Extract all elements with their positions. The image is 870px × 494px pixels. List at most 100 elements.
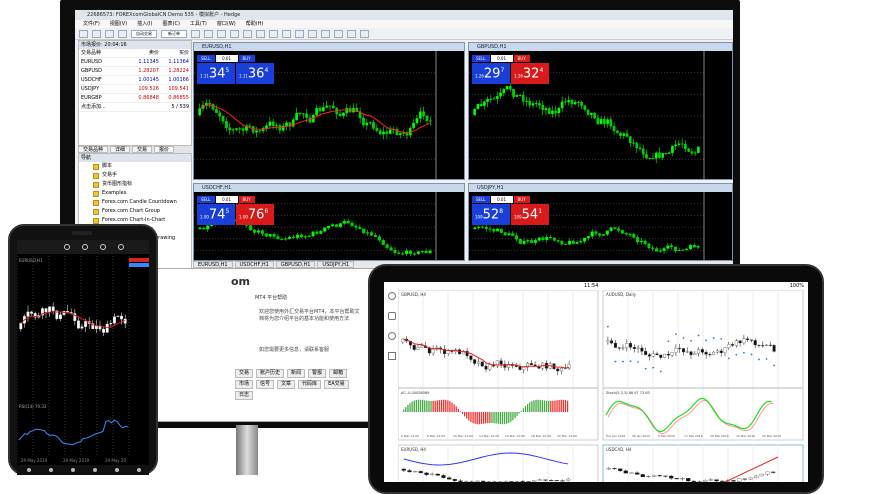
chart-shift-icon[interactable] bbox=[282, 30, 291, 38]
sell-button[interactable]: SELL bbox=[197, 196, 215, 203]
autotrade-button[interactable]: 自动交易 bbox=[131, 30, 157, 38]
navigator-item[interactable]: 脚本 bbox=[79, 162, 191, 171]
navigator-item[interactable]: Forex.com Chart Group bbox=[79, 207, 191, 216]
cursor-icon[interactable] bbox=[308, 30, 317, 38]
navigator-icon[interactable] bbox=[105, 30, 114, 38]
chat-icon[interactable] bbox=[388, 332, 396, 340]
zoom-in-icon[interactable] bbox=[230, 30, 239, 38]
history-icon[interactable] bbox=[388, 352, 396, 360]
chart-tab[interactable]: EURUSD,H1 bbox=[193, 261, 233, 268]
menu-item[interactable]: 插入(I) bbox=[137, 20, 152, 28]
ask-price[interactable]: 109541 bbox=[511, 204, 549, 225]
vertical-line-icon[interactable] bbox=[334, 30, 343, 38]
terminal-tab[interactable]: 账户历史 bbox=[256, 369, 284, 378]
tab[interactable]: 交易品种 bbox=[78, 146, 108, 153]
ask-price[interactable]: 1.11364 bbox=[236, 63, 274, 84]
candle-chart-icon[interactable] bbox=[204, 30, 213, 38]
navigator-item[interactable]: 交易手 bbox=[79, 171, 191, 180]
menu-item[interactable]: 帮助(H) bbox=[246, 20, 264, 28]
terminal-tab[interactable]: 信号 bbox=[256, 380, 274, 389]
parabolic-sar-dot bbox=[652, 367, 654, 369]
chart-tab[interactable]: GBPUSD,H1 bbox=[276, 261, 316, 268]
crosshair-icon[interactable] bbox=[321, 30, 330, 38]
terminal-icon[interactable] bbox=[118, 30, 127, 38]
ask-price[interactable]: 1.26324 bbox=[511, 63, 549, 84]
settings-icon[interactable] bbox=[137, 468, 141, 472]
menu-item[interactable]: 工具(T) bbox=[190, 20, 207, 28]
buy-button[interactable]: BUY bbox=[239, 55, 255, 62]
terminal-tab[interactable]: 邮箱 bbox=[329, 369, 347, 378]
sell-button[interactable]: SELL bbox=[472, 196, 490, 203]
terminal-tab[interactable]: 代码库 bbox=[298, 380, 321, 389]
bid-price[interactable]: 1.00745 bbox=[197, 204, 235, 225]
lot-input[interactable]: 0.01 bbox=[491, 55, 513, 62]
terminal-tab[interactable]: 日志 bbox=[235, 391, 253, 400]
messages-icon[interactable] bbox=[115, 468, 119, 472]
candle bbox=[242, 125, 244, 135]
bid-price[interactable]: 109528 bbox=[472, 204, 510, 225]
add-symbol[interactable]: 点击添加... bbox=[81, 103, 161, 111]
terminal-tab[interactable]: 文章 bbox=[277, 380, 295, 389]
sell-button[interactable]: SELL bbox=[472, 55, 490, 62]
line-chart-icon[interactable] bbox=[217, 30, 226, 38]
candle bbox=[681, 139, 683, 149]
new-chart-icon[interactable] bbox=[79, 30, 88, 38]
ask-price[interactable]: 1.00766 bbox=[236, 204, 274, 225]
terminal-tab[interactable]: 警报 bbox=[308, 369, 326, 378]
charts-icon[interactable] bbox=[49, 468, 53, 472]
terminal-tab[interactable]: 新闻 bbox=[287, 369, 305, 378]
buy-button[interactable]: BUY bbox=[514, 196, 530, 203]
sell-button[interactable]: SELL bbox=[197, 55, 215, 62]
quotes-icon[interactable] bbox=[27, 468, 31, 472]
trade-icon[interactable] bbox=[388, 312, 396, 320]
candle bbox=[697, 146, 699, 153]
lot-input[interactable]: 0.01 bbox=[216, 55, 238, 62]
zoom-out-icon[interactable] bbox=[243, 30, 252, 38]
tab[interactable]: 详细 bbox=[110, 146, 130, 153]
tab[interactable]: 交易 bbox=[132, 146, 152, 153]
chart-tab[interactable]: USDJPY,H1 bbox=[317, 261, 354, 268]
menu-item[interactable]: 窗口(W) bbox=[217, 20, 236, 28]
trendline-icon[interactable] bbox=[360, 30, 369, 38]
horizontal-line-icon[interactable] bbox=[347, 30, 356, 38]
market-watch-footer[interactable]: 点击添加...5 / 539 bbox=[79, 103, 191, 112]
history-icon[interactable] bbox=[93, 468, 97, 472]
navigator-item[interactable]: Forex.com Candle Countdown bbox=[79, 198, 191, 207]
candle bbox=[500, 229, 503, 234]
terminal-tab[interactable]: 市场 bbox=[235, 380, 253, 389]
terminal-tab[interactable]: EA交易 bbox=[324, 380, 349, 389]
bar-chart-icon[interactable] bbox=[191, 30, 200, 38]
bid-price[interactable]: 1.26297 bbox=[472, 63, 510, 84]
lot-input[interactable]: 0.01 bbox=[491, 196, 513, 203]
menu-item[interactable]: 文件(F) bbox=[83, 20, 100, 28]
lot-input[interactable]: 0.01 bbox=[216, 196, 238, 203]
terminal-tab[interactable]: 交易 bbox=[235, 369, 253, 378]
profiles-icon[interactable] bbox=[92, 30, 101, 38]
autoscroll-icon[interactable] bbox=[269, 30, 278, 38]
menu-item[interactable]: 视图(V) bbox=[110, 20, 127, 28]
chart-tab[interactable]: USDCHF,H1 bbox=[235, 261, 274, 268]
tile-icon[interactable] bbox=[256, 30, 265, 38]
navigator-item[interactable]: 货币图形指标 bbox=[79, 180, 191, 189]
indicators-icon[interactable] bbox=[295, 30, 304, 38]
new-order-button[interactable]: 新订单 bbox=[161, 30, 187, 38]
menu-item[interactable]: 图表(C) bbox=[163, 20, 180, 28]
tab[interactable]: 报价 bbox=[154, 146, 174, 153]
quotes-icon[interactable] bbox=[388, 292, 396, 300]
buy-button[interactable]: BUY bbox=[239, 196, 255, 203]
help-link[interactable]: MT4 平台帮助 bbox=[255, 294, 287, 301]
parabolic-sar-dot bbox=[660, 371, 662, 373]
bid-price[interactable]: 1.11345 bbox=[197, 63, 235, 84]
trade-icon[interactable] bbox=[71, 468, 75, 472]
buy-button[interactable]: BUY bbox=[514, 55, 530, 62]
navigator-item[interactable]: Examples bbox=[79, 189, 191, 198]
